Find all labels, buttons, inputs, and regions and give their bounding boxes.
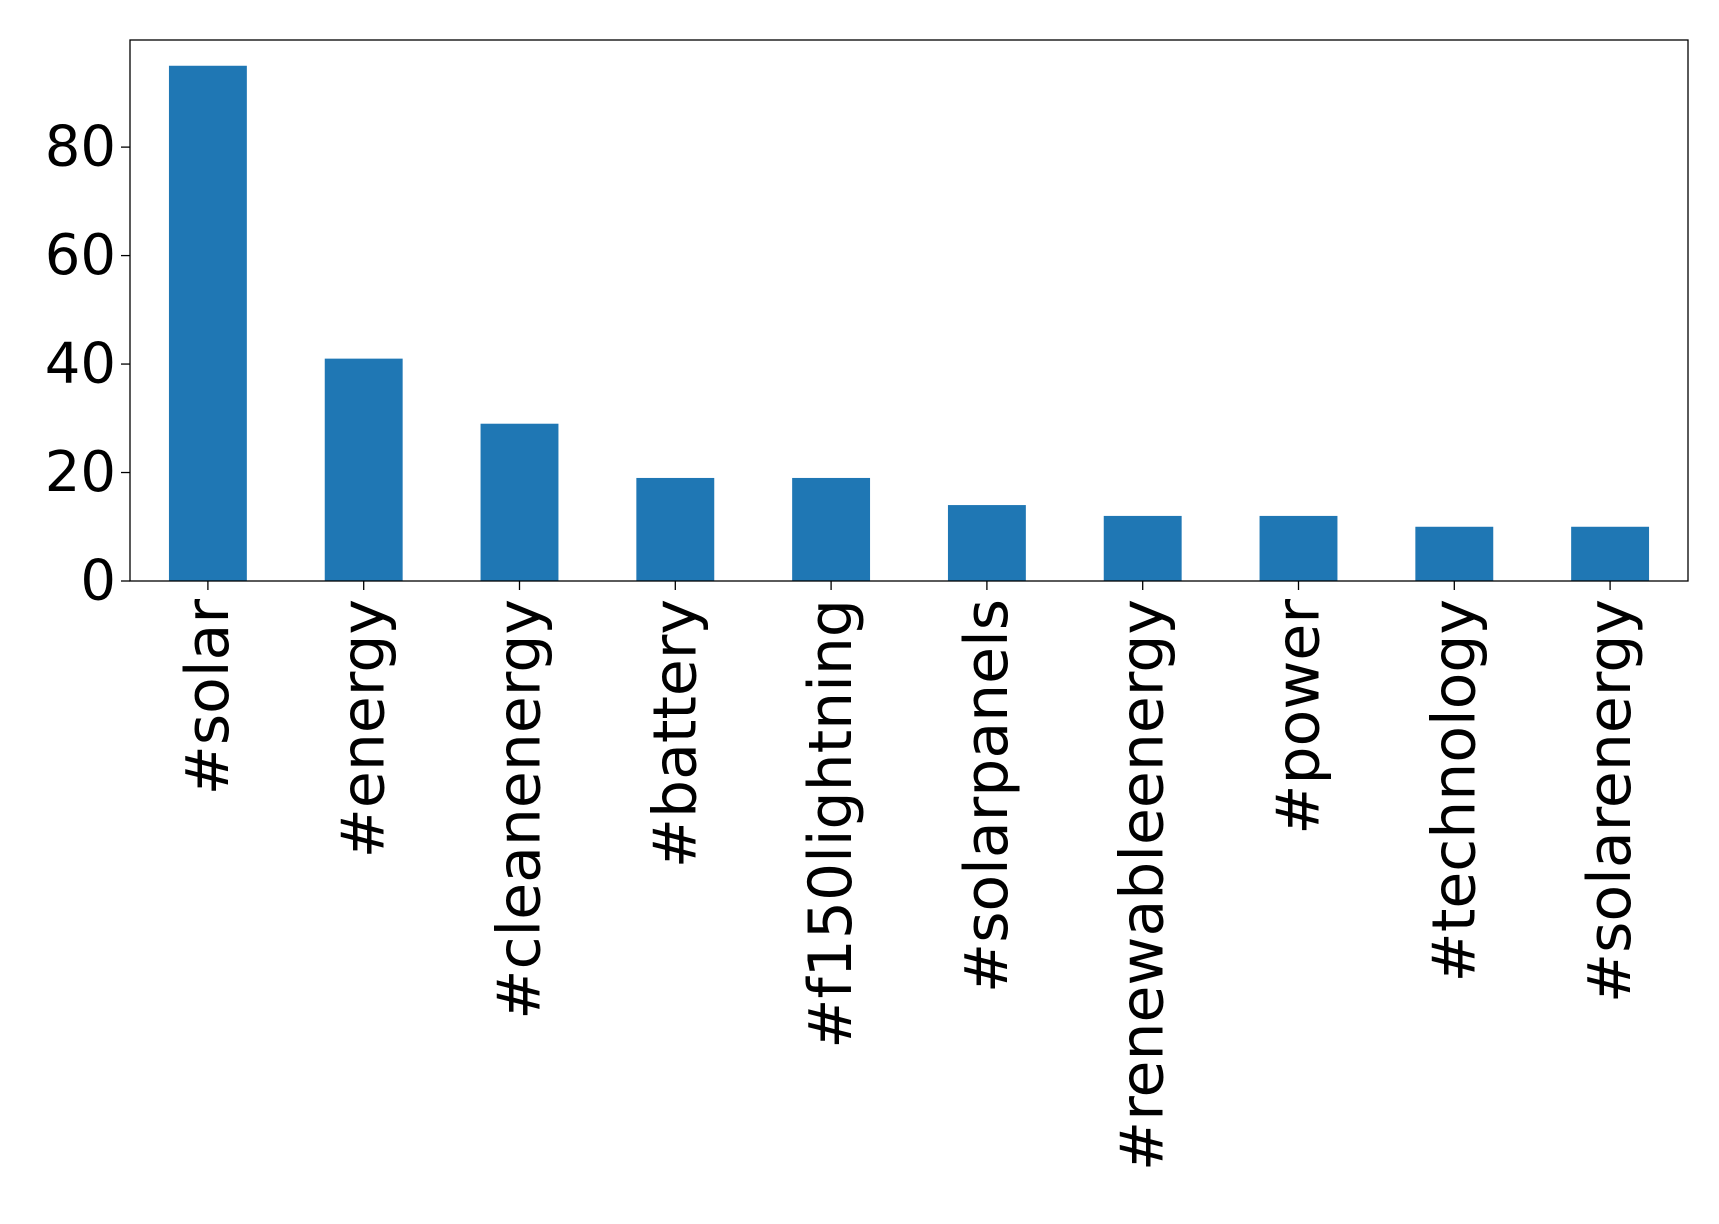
x-tick-label: #technology: [1419, 599, 1489, 982]
y-tick-label: 20: [45, 440, 116, 505]
x-tick-label: #solarenergy: [1575, 599, 1645, 1003]
x-tick-label: #battery: [640, 599, 710, 868]
bar-battery: [636, 477, 715, 581]
x-tick-label: #solarpanels: [952, 599, 1022, 993]
bar-cleanenergy: [480, 423, 559, 581]
x-axis: #solar #energy #cleanenergy #battery #f150li…: [173, 581, 1645, 1171]
x-tick-label: #energy: [329, 599, 399, 858]
bar-solarenergy: [1571, 526, 1650, 581]
x-tick-label: #power: [1264, 599, 1334, 835]
y-tick-label: 0: [80, 549, 116, 614]
bar-technology: [1415, 526, 1494, 581]
y-tick-label: 60: [45, 223, 116, 288]
bar-solar: [168, 65, 247, 581]
x-tick-label: #solar: [173, 599, 243, 796]
bar-renewableenergy: [1103, 515, 1182, 581]
bar-power: [1259, 515, 1338, 581]
bar-f150lightning: [792, 477, 871, 581]
y-tick-label: 40: [45, 332, 116, 397]
bar-energy: [324, 358, 403, 581]
x-tick-label: #cleanenergy: [485, 599, 555, 1020]
bars-group: [168, 65, 1650, 581]
x-tick-label: #f150lightning: [796, 599, 866, 1049]
y-axis: 0 20 40 60 80: [45, 115, 130, 614]
y-tick-label: 80: [45, 115, 116, 180]
x-tick-label: #renewableenergy: [1108, 599, 1178, 1171]
bar-solarpanels: [947, 505, 1026, 581]
plot-frame: [129, 39, 1689, 582]
